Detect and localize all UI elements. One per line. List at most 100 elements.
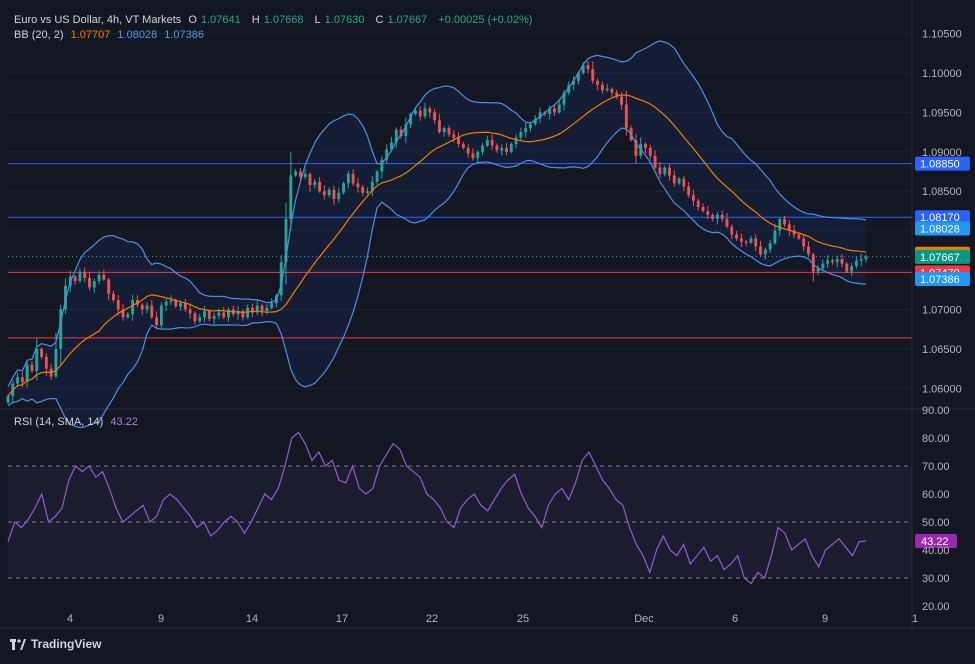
candle-body — [112, 293, 115, 301]
candle-body — [509, 143, 513, 152]
candle-body — [514, 137, 518, 144]
candle-body — [423, 108, 427, 117]
candle-body — [538, 112, 542, 119]
candle-body — [73, 276, 77, 282]
price-label-box — [915, 249, 970, 264]
price-label-text: 1.07386 — [920, 274, 960, 286]
candle-body — [605, 88, 609, 91]
candle-body — [811, 254, 815, 272]
candle-body — [174, 300, 178, 307]
bb-lower-line — [7, 127, 867, 429]
candle-body — [217, 312, 221, 316]
candle-body — [366, 191, 369, 193]
rsi-legend[interactable]: RSI (14, SMA, 14) 43.22 — [14, 416, 142, 428]
candle-body — [241, 311, 245, 318]
rsi-line — [7, 431, 867, 585]
price-tick-label: 1.09000 — [922, 147, 962, 159]
candle-body — [572, 80, 576, 85]
candle-body — [505, 147, 508, 152]
time-tick-label: 17 — [336, 613, 348, 625]
candle-body — [452, 134, 456, 138]
bb-upper-line — [7, 40, 867, 387]
rsi-series: 43.22 — [7, 431, 957, 585]
candle-body — [447, 128, 451, 135]
rsi-last-label-box — [915, 533, 957, 548]
candle-body — [270, 303, 274, 308]
candle-body — [30, 364, 34, 371]
candle-body — [826, 260, 830, 264]
price-tick-label: 1.06500 — [922, 344, 962, 356]
candle-body — [759, 246, 762, 255]
bb-legend[interactable]: BB (20, 2) 1.07707 1.08028 1.07386 — [14, 29, 208, 41]
price-label-box — [915, 210, 970, 225]
candle-body — [140, 304, 144, 310]
price-label-text: 1.08170 — [920, 212, 960, 224]
candle-body — [533, 118, 537, 125]
candle-body — [92, 281, 96, 288]
candle-body — [586, 65, 590, 70]
candle-body — [318, 181, 322, 192]
price-label-text: 1.07667 — [920, 252, 960, 264]
rsi-value: 43.22 — [110, 416, 138, 428]
candle-body — [461, 143, 465, 148]
candle-body — [145, 305, 149, 310]
candle-body — [524, 128, 528, 133]
candle-body — [413, 110, 417, 114]
price-tick-label: 1.09500 — [922, 107, 962, 119]
candle-body — [768, 243, 772, 250]
candle-body — [634, 140, 638, 156]
candle-body — [668, 167, 671, 176]
candle-body — [179, 303, 182, 307]
tradingview-logo[interactable]: TradingView — [10, 637, 101, 651]
candle-body — [346, 173, 350, 184]
candle-body — [313, 181, 317, 185]
candle-body — [529, 124, 532, 129]
tradingview-icon — [10, 638, 26, 650]
brand-text: TradingView — [31, 637, 102, 651]
candle-body — [749, 238, 753, 243]
candle-body — [251, 307, 254, 313]
candle-body — [418, 110, 422, 117]
candle-body — [303, 173, 307, 178]
candle-body — [428, 108, 432, 113]
candle-body — [97, 274, 101, 282]
candle-body — [500, 147, 504, 151]
candle-body — [725, 218, 729, 227]
candle-body — [159, 305, 163, 326]
candle-body — [284, 218, 288, 263]
candle-body — [624, 104, 628, 129]
candle-body — [821, 263, 825, 269]
candle-body — [361, 187, 365, 193]
candle-body — [783, 218, 786, 225]
symbol-legend[interactable]: Euro vs US Dollar, 4h, VT Markets O 1.076… — [14, 14, 536, 26]
ohlc-high: H 1.07668 — [251, 14, 304, 26]
candle-body — [457, 137, 461, 144]
candle-body — [88, 277, 91, 288]
symbol-title: Euro vs US Dollar, 4h, VT Markets — [14, 14, 182, 26]
candle-body — [677, 178, 681, 184]
rsi-tick-label: 20.00 — [922, 601, 950, 613]
candle-body — [835, 259, 839, 263]
candle-body — [370, 181, 374, 192]
candle-body — [198, 317, 202, 322]
rsi-tick-label: 30.00 — [922, 573, 950, 585]
time-tick-label: 9 — [158, 613, 164, 625]
candle-body — [596, 80, 600, 85]
candle-body — [356, 183, 360, 188]
price-tick-label: 1.10000 — [922, 68, 962, 80]
candle-body — [25, 364, 29, 382]
candle-body — [658, 167, 662, 174]
candle-body — [332, 189, 336, 200]
bb-basis-line — [7, 94, 867, 397]
candle-body — [16, 377, 20, 384]
candle-body — [644, 143, 647, 148]
candle-body — [442, 128, 446, 133]
candle-body — [859, 259, 863, 261]
candle-body — [739, 238, 743, 242]
candle-body — [404, 124, 408, 137]
candle-body — [778, 218, 782, 231]
bb-upper-value: 1.08028 — [117, 29, 158, 41]
candle-body — [183, 303, 187, 310]
ohlc-low: L 1.07630 — [314, 14, 365, 26]
